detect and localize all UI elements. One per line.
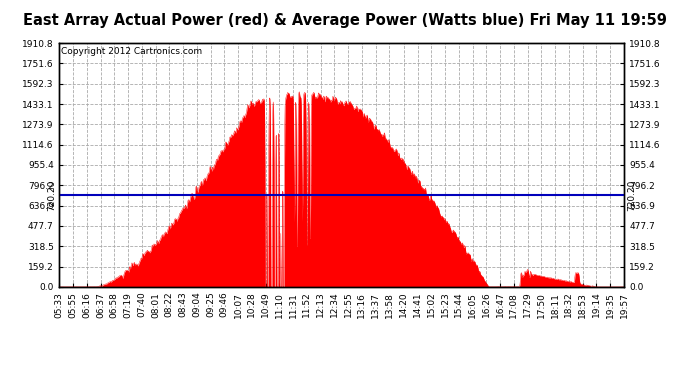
Text: 720.20: 720.20 <box>627 179 636 211</box>
Text: East Array Actual Power (red) & Average Power (Watts blue) Fri May 11 19:59: East Array Actual Power (red) & Average … <box>23 13 667 28</box>
Text: 720.20: 720.20 <box>47 179 56 211</box>
Text: Copyright 2012 Cartronics.com: Copyright 2012 Cartronics.com <box>61 47 203 56</box>
